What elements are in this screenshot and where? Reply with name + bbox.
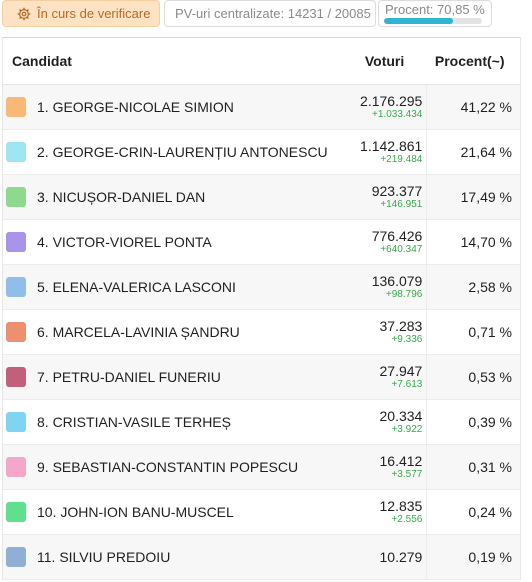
percent-cell: 2,58 %	[426, 265, 520, 309]
votes-cell: 136.079 +98.796	[334, 265, 427, 309]
column-header-percent[interactable]: Procent(~)	[434, 53, 505, 69]
votes-cell: 16.412 +3.577	[334, 445, 427, 489]
votes-delta: +1.033.434	[372, 109, 423, 120]
votes-cell: 1.142.861 +219.484	[334, 130, 427, 174]
candidate-color-swatch	[6, 322, 26, 342]
candidate-name: 8. CRISTIAN-VASILE TERHEȘ	[37, 414, 231, 430]
votes-count: 16.412	[379, 453, 423, 469]
candidate-color-swatch	[6, 232, 26, 252]
candidate-color-swatch	[6, 187, 26, 207]
column-header-candidate[interactable]: Candidat	[12, 53, 72, 69]
candidate-color-swatch	[6, 502, 26, 522]
candidate-name: 7. PETRU-DANIEL FUNERIU	[37, 369, 221, 385]
votes-count: 923.377	[371, 183, 423, 199]
votes-delta: +9.336	[391, 334, 423, 345]
candidate-name: 3. NICUȘOR-DANIEL DAN	[37, 189, 206, 205]
status-label: În curs de verificare	[37, 6, 151, 21]
candidate-name: 10. JOHN-ION BANU-MUSCEL	[37, 504, 234, 520]
results-table: Candidat Voturi Procent(~) 1. GEORGE-NIC…	[2, 37, 521, 580]
progress-widget: Procent: 70,85 %	[378, 0, 492, 27]
candidate-color-swatch	[6, 367, 26, 387]
percent-cell: 21,64 %	[426, 130, 520, 174]
percent-cell: 14,70 %	[426, 220, 520, 264]
percent-cell: 0,24 %	[426, 490, 520, 534]
votes-delta: +7.613	[391, 379, 423, 390]
table-row[interactable]: 7. PETRU-DANIEL FUNERIU 27.947 +7.613 0,53 …	[3, 355, 520, 400]
candidate-name: 5. ELENA-VALERICA LASCONI	[37, 279, 236, 295]
votes-delta: +3.577	[391, 469, 423, 480]
votes-count: 2.176.295	[360, 93, 423, 109]
votes-count: 136.079	[371, 273, 423, 289]
candidate-color-swatch	[6, 97, 26, 117]
progress-fill	[384, 18, 454, 24]
progress-label: Procent: 70,85 %	[385, 2, 485, 17]
votes-count: 10.279	[379, 549, 423, 565]
votes-count: 37.283	[379, 318, 423, 334]
pv-label: PV-uri centralizate: 14231 / 20085	[175, 6, 371, 21]
candidate-color-swatch	[6, 547, 26, 567]
table-row[interactable]: 8. CRISTIAN-VASILE TERHEȘ 20.334 +3.922 0,3…	[3, 400, 520, 445]
percent-cell: 41,22 %	[426, 85, 520, 129]
table-row[interactable]: 9. SEBASTIAN-CONSTANTIN POPESCU 16.412 +3.…	[3, 445, 520, 490]
candidate-name: 6. MARCELA-LAVINIA ȘANDRU	[37, 324, 240, 340]
votes-cell: 27.947 +7.613	[334, 355, 427, 399]
votes-count: 776.426	[371, 228, 423, 244]
votes-delta: +146.951	[380, 199, 423, 210]
percent-cell: 0,39 %	[426, 400, 520, 444]
table-row[interactable]: 10. JOHN-ION BANU-MUSCEL 12.835 +2.556 0,24…	[3, 490, 520, 535]
percent-cell: 0,19 %	[426, 535, 520, 579]
candidate-color-swatch	[6, 457, 26, 477]
candidate-color-swatch	[6, 142, 26, 162]
column-header-votes[interactable]: Voturi	[364, 53, 405, 69]
table-row[interactable]: 4. VICTOR-VIOREL PONTA 776.426 +640.347 14,…	[3, 220, 520, 265]
votes-cell: 12.835 +2.556	[334, 490, 427, 534]
table-row[interactable]: 3. NICUȘOR-DANIEL DAN 923.377 +146.951 17,4…	[3, 175, 520, 220]
candidate-color-swatch	[6, 412, 26, 432]
votes-delta: +3.922	[391, 424, 423, 435]
candidate-name: 1. GEORGE-NICOLAE SIMION	[37, 99, 234, 115]
table-row[interactable]: 6. MARCELA-LAVINIA ȘANDRU 37.283 +9.336 0,7…	[3, 310, 520, 355]
table-row[interactable]: 5. ELENA-VALERICA LASCONI 136.079 +98.796 2…	[3, 265, 520, 310]
table-header: Candidat Voturi Procent(~)	[3, 38, 520, 85]
table-row[interactable]: 2. GEORGE-CRIN-LAURENȚIU ANTONESCU 1.142.…	[3, 130, 520, 175]
status-badge[interactable]: În curs de verificare	[2, 0, 160, 27]
votes-cell: 10.279	[334, 535, 427, 579]
top-bar: În curs de verificare PV-uri centralizat…	[0, 0, 532, 28]
votes-count: 20.334	[379, 408, 423, 424]
votes-delta: +219.484	[380, 154, 423, 165]
candidate-name: 9. SEBASTIAN-CONSTANTIN POPESCU	[37, 459, 299, 475]
table-row[interactable]: 11. SILVIU PREDOIU 10.279 0,19 %	[3, 535, 520, 580]
percent-cell: 0,71 %	[426, 310, 520, 354]
votes-cell: 2.176.295 +1.033.434	[334, 85, 427, 129]
votes-delta: +640.347	[380, 244, 423, 255]
votes-cell: 776.426 +640.347	[334, 220, 427, 264]
candidate-name: 2. GEORGE-CRIN-LAURENȚIU ANTONESCU	[37, 144, 328, 160]
candidate-color-swatch	[6, 277, 26, 297]
table-row[interactable]: 1. GEORGE-NICOLAE SIMION 2.176.295 +1.033.…	[3, 85, 520, 130]
votes-count: 1.142.861	[360, 138, 423, 154]
percent-cell: 0,53 %	[426, 355, 520, 399]
gear-icon	[17, 7, 31, 20]
votes-cell: 37.283 +9.336	[334, 310, 427, 354]
votes-count: 27.947	[379, 363, 423, 379]
candidate-name: 11. SILVIU PREDOIU	[37, 549, 171, 565]
votes-count: 12.835	[379, 498, 423, 514]
table-body: 1. GEORGE-NICOLAE SIMION 2.176.295 +1.033.…	[3, 85, 520, 580]
votes-delta: +2.556	[391, 514, 423, 525]
votes-cell: 923.377 +146.951	[334, 175, 427, 219]
progress-bar	[384, 18, 482, 24]
percent-cell: 0,31 %	[426, 445, 520, 489]
candidate-name: 4. VICTOR-VIOREL PONTA	[37, 234, 212, 250]
pv-counter: PV-uri centralizate: 14231 / 20085	[164, 0, 376, 27]
percent-cell: 17,49 %	[426, 175, 520, 219]
votes-delta: +98.796	[385, 289, 423, 300]
votes-cell: 20.334 +3.922	[334, 400, 427, 444]
